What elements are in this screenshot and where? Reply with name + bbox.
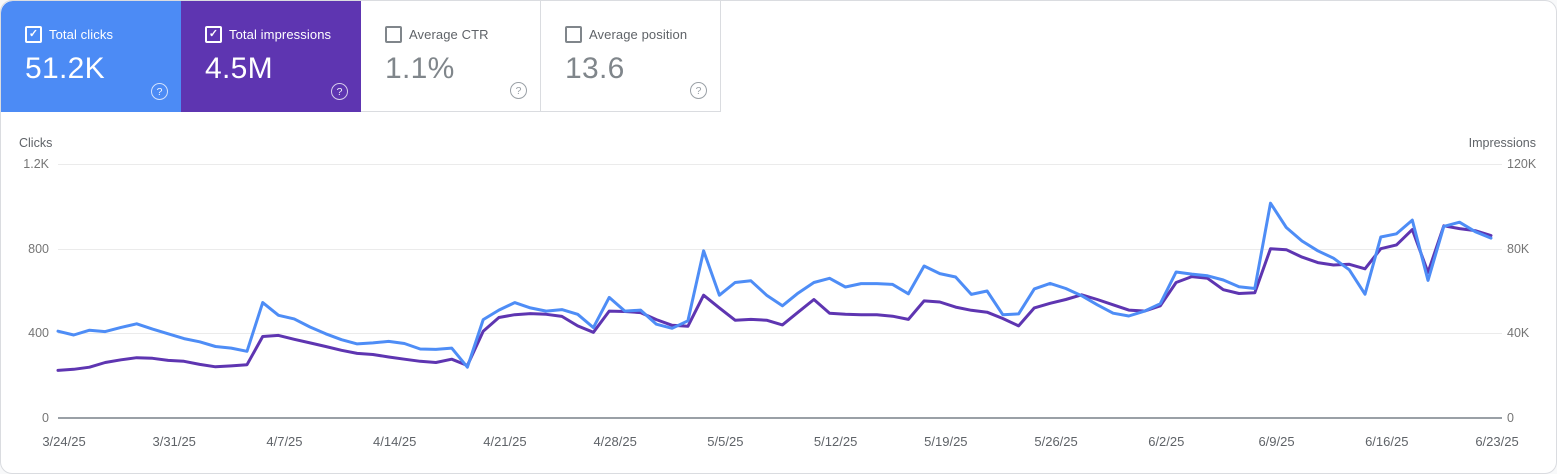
x-axis-label: 5/12/25 (813, 434, 858, 449)
gridline (58, 333, 1502, 335)
gridline (58, 248, 1502, 250)
x-axis-label: 6/2/25 (1148, 434, 1185, 449)
x-axis-label: 5/19/25 (924, 434, 968, 449)
metric-cards-row: ✓ Total clicks 51.2K ? ✓ Total impressio… (1, 1, 721, 112)
checkbox-total-impressions[interactable]: ✓ (205, 26, 222, 43)
metric-card-average-ctr[interactable]: Average CTR 1.1% ? (361, 1, 541, 112)
x-axis-label: 5/5/25 (707, 434, 744, 449)
clicks-line (56, 201, 1493, 369)
card-head: Average position (541, 1, 720, 43)
left-axis-tick: 1.2K (23, 157, 49, 171)
x-axis-label: 4/21/25 (483, 434, 527, 449)
card-label: Total clicks (49, 27, 114, 42)
metric-card-total-impressions[interactable]: ✓ Total impressions 4.5M ? (181, 1, 361, 112)
x-axis-baseline (58, 417, 1502, 419)
right-axis-tick: 0 (1507, 411, 1514, 425)
card-label: Average CTR (409, 27, 489, 42)
x-axis-label: 3/24/25 (42, 434, 86, 449)
card-head: ✓ Total clicks (1, 1, 181, 43)
average-position-value: 13.6 (565, 52, 625, 85)
x-axis-label: 6/16/25 (1365, 434, 1409, 449)
right-axis-tick: 80K (1507, 241, 1530, 256)
x-axis-label: 4/14/25 (373, 434, 417, 449)
checkbox-average-ctr[interactable] (385, 26, 402, 43)
help-icon[interactable]: ? (510, 82, 527, 99)
left-axis-tick: 800 (28, 241, 49, 256)
left-axis-tick: 0 (42, 411, 49, 425)
card-head: Average CTR (361, 1, 540, 43)
card-head: ✓ Total impressions (181, 1, 361, 43)
left-axis-title: Clicks (19, 136, 53, 150)
right-axis-title: Impressions (1468, 136, 1536, 150)
right-axis-tick: 120K (1507, 157, 1537, 171)
impressions-line (56, 224, 1493, 372)
left-axis-tick: 400 (28, 326, 49, 341)
gridline (58, 164, 1502, 165)
x-axis-label: 3/31/25 (152, 434, 196, 449)
checkbox-total-clicks[interactable]: ✓ (25, 26, 42, 43)
total-clicks-value: 51.2K (25, 52, 105, 85)
x-axis-label: 6/23/25 (1475, 434, 1519, 449)
card-label: Total impressions (229, 27, 332, 42)
metric-card-average-position[interactable]: Average position 13.6 ? (541, 1, 721, 112)
checkbox-average-position[interactable] (565, 26, 582, 43)
x-axis-label: 5/26/25 (1034, 434, 1078, 449)
right-axis-tick: 40K (1507, 326, 1530, 341)
help-icon[interactable]: ? (151, 83, 168, 100)
average-ctr-value: 1.1% (385, 52, 455, 85)
x-axis-label: 6/9/25 (1258, 434, 1295, 449)
help-icon[interactable]: ? (690, 82, 707, 99)
total-impressions-value: 4.5M (205, 52, 273, 85)
metric-card-total-clicks[interactable]: ✓ Total clicks 51.2K ? (1, 1, 181, 112)
x-axis-label: 4/28/25 (593, 434, 637, 449)
x-axis-label: 4/7/25 (266, 434, 303, 449)
help-icon[interactable]: ? (331, 83, 348, 100)
card-label: Average position (589, 27, 688, 42)
